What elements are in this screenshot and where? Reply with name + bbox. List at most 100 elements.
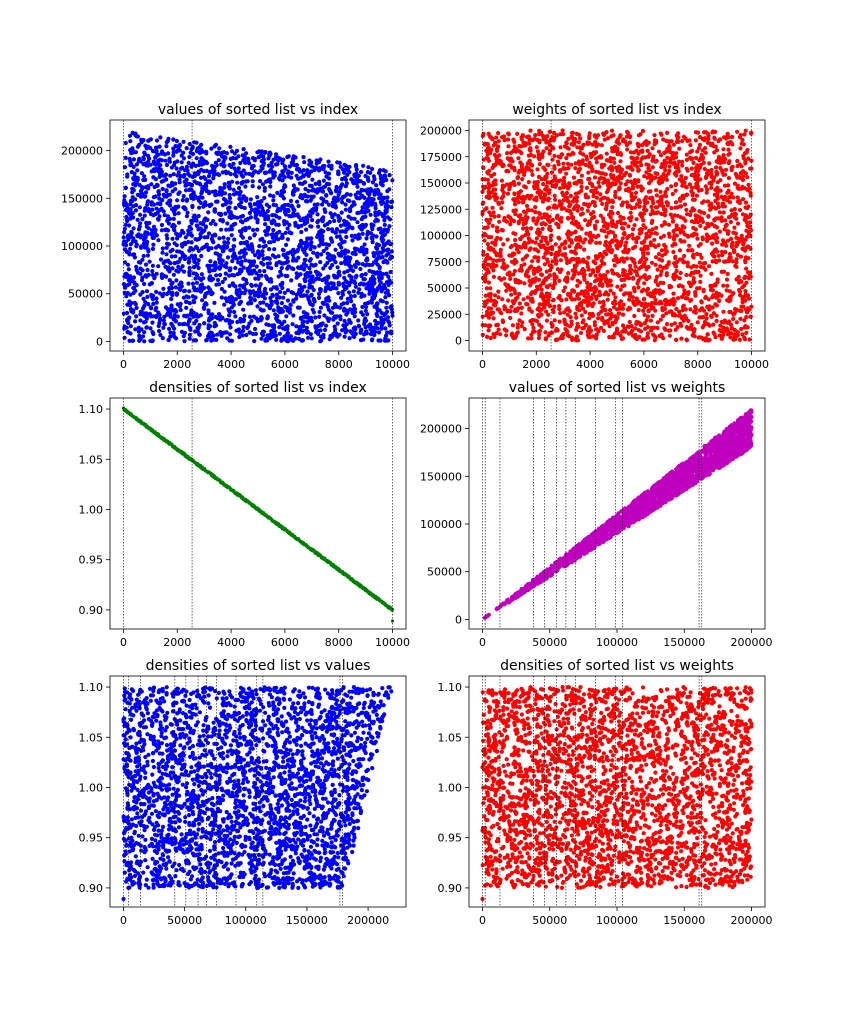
data-point bbox=[376, 330, 382, 335]
data-point bbox=[285, 332, 290, 337]
data-point bbox=[250, 331, 256, 337]
data-point bbox=[128, 139, 133, 144]
data-point bbox=[279, 301, 284, 306]
data-point bbox=[743, 128, 748, 133]
data-point bbox=[684, 166, 689, 171]
data-point bbox=[365, 312, 370, 317]
data-point bbox=[193, 276, 198, 281]
data-point bbox=[156, 323, 161, 329]
data-point bbox=[714, 303, 720, 308]
data-point bbox=[746, 296, 752, 301]
data-point bbox=[165, 218, 170, 223]
data-point bbox=[618, 333, 623, 338]
data-point bbox=[701, 265, 706, 270]
data-point bbox=[135, 144, 140, 149]
data-point bbox=[485, 334, 490, 339]
data-point bbox=[348, 294, 354, 299]
data-point bbox=[321, 266, 326, 271]
data-point bbox=[735, 330, 741, 335]
data-point bbox=[709, 167, 714, 173]
data-point bbox=[259, 336, 264, 341]
data-point bbox=[666, 260, 671, 265]
data-point bbox=[372, 192, 377, 197]
data-point bbox=[737, 289, 743, 294]
data-point bbox=[603, 242, 608, 247]
data-point bbox=[671, 249, 676, 255]
data-point bbox=[222, 182, 227, 187]
data-point bbox=[513, 212, 518, 217]
data-point bbox=[694, 216, 699, 222]
data-point bbox=[558, 311, 563, 316]
data-point bbox=[363, 173, 368, 179]
data-point bbox=[389, 280, 394, 285]
data-point bbox=[190, 281, 196, 286]
data-point bbox=[236, 260, 241, 265]
data-point bbox=[183, 254, 188, 259]
data-point bbox=[213, 193, 218, 198]
data-point bbox=[150, 297, 155, 302]
data-point bbox=[727, 255, 733, 260]
data-point bbox=[173, 285, 178, 290]
data-point bbox=[386, 319, 391, 324]
data-point bbox=[213, 251, 218, 256]
data-point bbox=[642, 207, 647, 212]
data-point bbox=[355, 210, 360, 216]
data-point bbox=[262, 195, 267, 201]
data-point bbox=[650, 227, 655, 232]
data-point bbox=[313, 181, 318, 186]
data-point bbox=[680, 224, 685, 229]
data-point bbox=[168, 330, 173, 335]
data-point bbox=[583, 195, 589, 200]
data-point bbox=[348, 255, 353, 260]
data-point bbox=[123, 271, 129, 277]
data-point bbox=[316, 168, 322, 173]
data-point bbox=[551, 130, 557, 135]
data-point bbox=[501, 242, 506, 247]
data-point bbox=[654, 193, 659, 198]
data-point bbox=[725, 332, 731, 337]
data-point bbox=[634, 217, 639, 222]
data-point bbox=[124, 243, 129, 248]
data-point bbox=[237, 330, 242, 335]
data-point bbox=[145, 253, 150, 258]
data-point bbox=[622, 221, 628, 226]
data-point bbox=[376, 320, 381, 326]
data-point bbox=[642, 239, 647, 244]
data-point bbox=[238, 214, 243, 219]
data-point bbox=[241, 194, 246, 199]
data-point bbox=[272, 247, 277, 252]
data-point bbox=[257, 185, 262, 190]
data-point bbox=[709, 185, 714, 190]
data-point bbox=[371, 260, 377, 265]
data-point bbox=[253, 276, 258, 281]
panel-title: values of sorted list vs index bbox=[158, 102, 358, 118]
data-point bbox=[579, 173, 585, 178]
data-point bbox=[196, 258, 201, 263]
data-point bbox=[296, 214, 301, 219]
data-point bbox=[328, 310, 333, 315]
data-point bbox=[349, 279, 355, 284]
data-point bbox=[574, 262, 579, 268]
data-point bbox=[214, 245, 219, 250]
data-point bbox=[189, 253, 194, 259]
data-point bbox=[530, 239, 535, 244]
data-point bbox=[539, 215, 545, 220]
data-point bbox=[235, 292, 240, 297]
data-point bbox=[222, 185, 227, 190]
data-point bbox=[177, 177, 182, 182]
data-point bbox=[380, 183, 385, 188]
data-point bbox=[560, 190, 565, 195]
data-point bbox=[550, 145, 555, 150]
data-point bbox=[199, 162, 204, 167]
data-point bbox=[267, 240, 272, 245]
data-point bbox=[526, 153, 532, 158]
data-point bbox=[345, 296, 350, 301]
data-point bbox=[353, 310, 358, 315]
data-point bbox=[195, 261, 200, 266]
data-point bbox=[344, 308, 349, 313]
data-point bbox=[581, 240, 586, 245]
data-point bbox=[613, 194, 618, 200]
data-point bbox=[378, 226, 383, 231]
data-point bbox=[151, 242, 156, 247]
data-point bbox=[161, 325, 166, 330]
